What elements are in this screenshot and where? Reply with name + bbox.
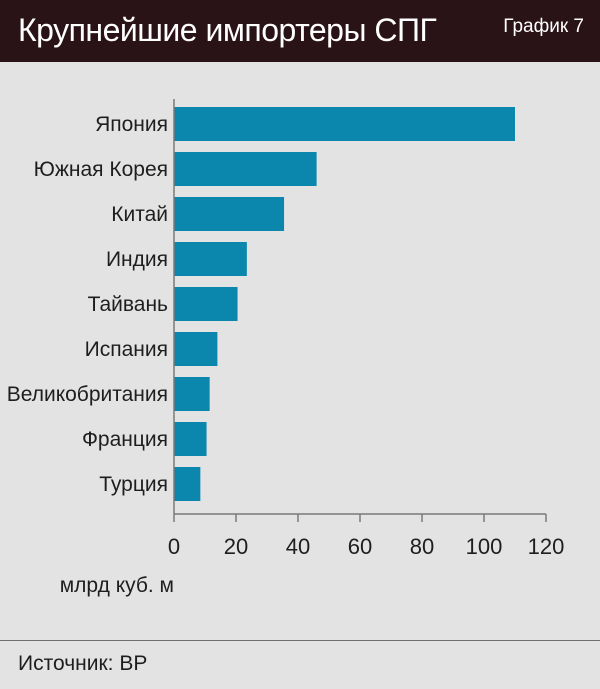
bar-2: [174, 197, 285, 231]
bar-group: [174, 107, 515, 501]
category-labels: Япония Южная Корея Китай Индия Тайвань Испани…: [7, 113, 168, 496]
category-label-5: Испания: [85, 338, 168, 361]
category-label-6: Великобритания: [7, 383, 168, 406]
category-label-1: Южная Корея: [34, 158, 168, 181]
category-label-7: Франция: [82, 428, 168, 451]
x-tick-label-4: 80: [410, 534, 434, 559]
footer-divider: [0, 640, 600, 641]
source-note: Источник: BP: [18, 652, 148, 675]
chart-header: Крупнейшие импортеры СПГ График 7: [0, 0, 600, 62]
plot-area: Япония Южная Корея Китай Индия Тайвань Испани…: [0, 62, 600, 640]
bar-6: [174, 377, 210, 411]
category-label-2: Китай: [111, 203, 168, 226]
x-tick-label-5: 100: [466, 534, 503, 559]
bar-8: [174, 467, 201, 501]
bar-0: [174, 107, 515, 141]
category-label-4: Тайвань: [88, 293, 168, 316]
graph-number: График 7: [503, 16, 584, 37]
bar-4: [174, 287, 238, 321]
x-tick-label-6: 120: [528, 534, 565, 559]
category-label-3: Индия: [106, 248, 168, 271]
x-tick-label-0: 0: [168, 534, 180, 559]
chart-title: Крупнейшие импортеры СПГ: [18, 12, 437, 48]
x-axis-unit-label: млрд куб. м: [60, 574, 174, 597]
x-axis-ticks: 0 20 40 60 80 100 120: [168, 514, 564, 559]
bar-3: [174, 242, 247, 276]
bar-1: [174, 152, 317, 186]
bar-5: [174, 332, 218, 366]
bar-7: [174, 422, 207, 456]
category-label-8: Турция: [99, 473, 168, 496]
category-label-0: Япония: [95, 113, 168, 136]
x-tick-label-2: 40: [286, 534, 310, 559]
x-tick-label-3: 60: [348, 534, 372, 559]
bar-chart: Япония Южная Корея Китай Индия Тайвань Испани…: [7, 99, 564, 597]
x-tick-label-1: 20: [224, 534, 248, 559]
